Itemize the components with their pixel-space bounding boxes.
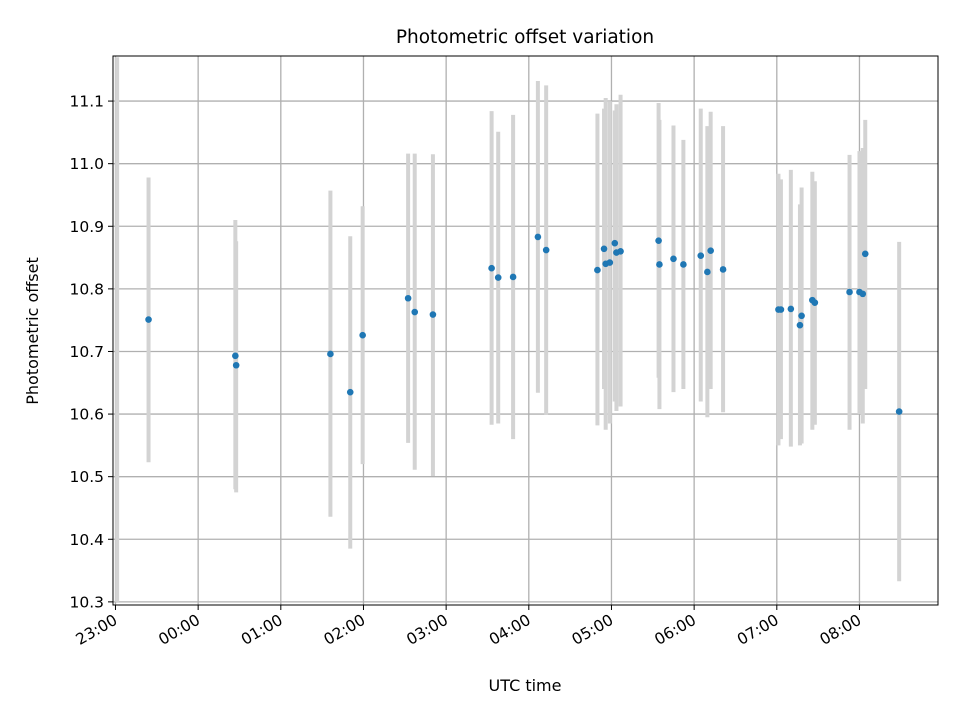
data-point <box>346 388 354 396</box>
data-point <box>600 245 608 253</box>
y-tick-label: 10.6 <box>69 406 104 424</box>
data-points <box>145 233 903 415</box>
data-point <box>411 308 419 316</box>
data-point <box>145 316 152 323</box>
data-point <box>359 331 366 339</box>
data-point <box>594 266 601 274</box>
y-tick-label: 10.9 <box>69 218 104 236</box>
data-point <box>232 361 240 369</box>
y-tick-label: 10.4 <box>69 531 104 549</box>
data-point <box>655 237 662 244</box>
data-point <box>859 290 867 298</box>
y-axis-ticks: 10.3 10.4 10.5 10.6 10.7 10.8 10.9 11.0 11.1 <box>69 93 113 611</box>
data-point <box>704 268 711 276</box>
data-point <box>680 261 687 268</box>
data-point <box>656 261 663 268</box>
data-point <box>542 246 550 254</box>
data-point <box>798 312 805 320</box>
data-point <box>509 273 517 281</box>
data-point <box>787 305 795 313</box>
data-point <box>617 248 624 255</box>
data-point <box>719 266 727 273</box>
data-point <box>488 264 495 272</box>
data-point <box>611 239 619 247</box>
y-tick-label: 11.1 <box>69 93 104 111</box>
y-tick-label: 10.5 <box>69 468 104 486</box>
data-point <box>846 288 853 296</box>
y-tick-label: 10.8 <box>69 280 104 298</box>
y-tick-label: 10.3 <box>69 593 104 611</box>
data-point <box>895 408 903 415</box>
y-tick-label: 10.7 <box>69 343 104 361</box>
data-point <box>404 294 412 302</box>
y-axis-label: Photometric offset <box>23 257 42 405</box>
data-point <box>327 350 334 358</box>
y-tick-label: 11.0 <box>69 155 104 173</box>
data-point <box>429 311 437 318</box>
data-point <box>861 250 869 258</box>
data-point <box>606 259 614 266</box>
data-point <box>811 299 819 306</box>
data-point <box>777 306 785 313</box>
data-point <box>670 255 677 263</box>
data-point <box>494 274 502 281</box>
data-point <box>534 233 542 241</box>
x-axis-label: UTC time <box>489 676 562 695</box>
data-point <box>697 252 705 259</box>
chart-title: Photometric offset variation <box>396 27 654 48</box>
data-point <box>232 352 239 360</box>
plot-frame <box>112 55 939 606</box>
data-point <box>796 321 804 329</box>
data-point <box>707 247 714 254</box>
